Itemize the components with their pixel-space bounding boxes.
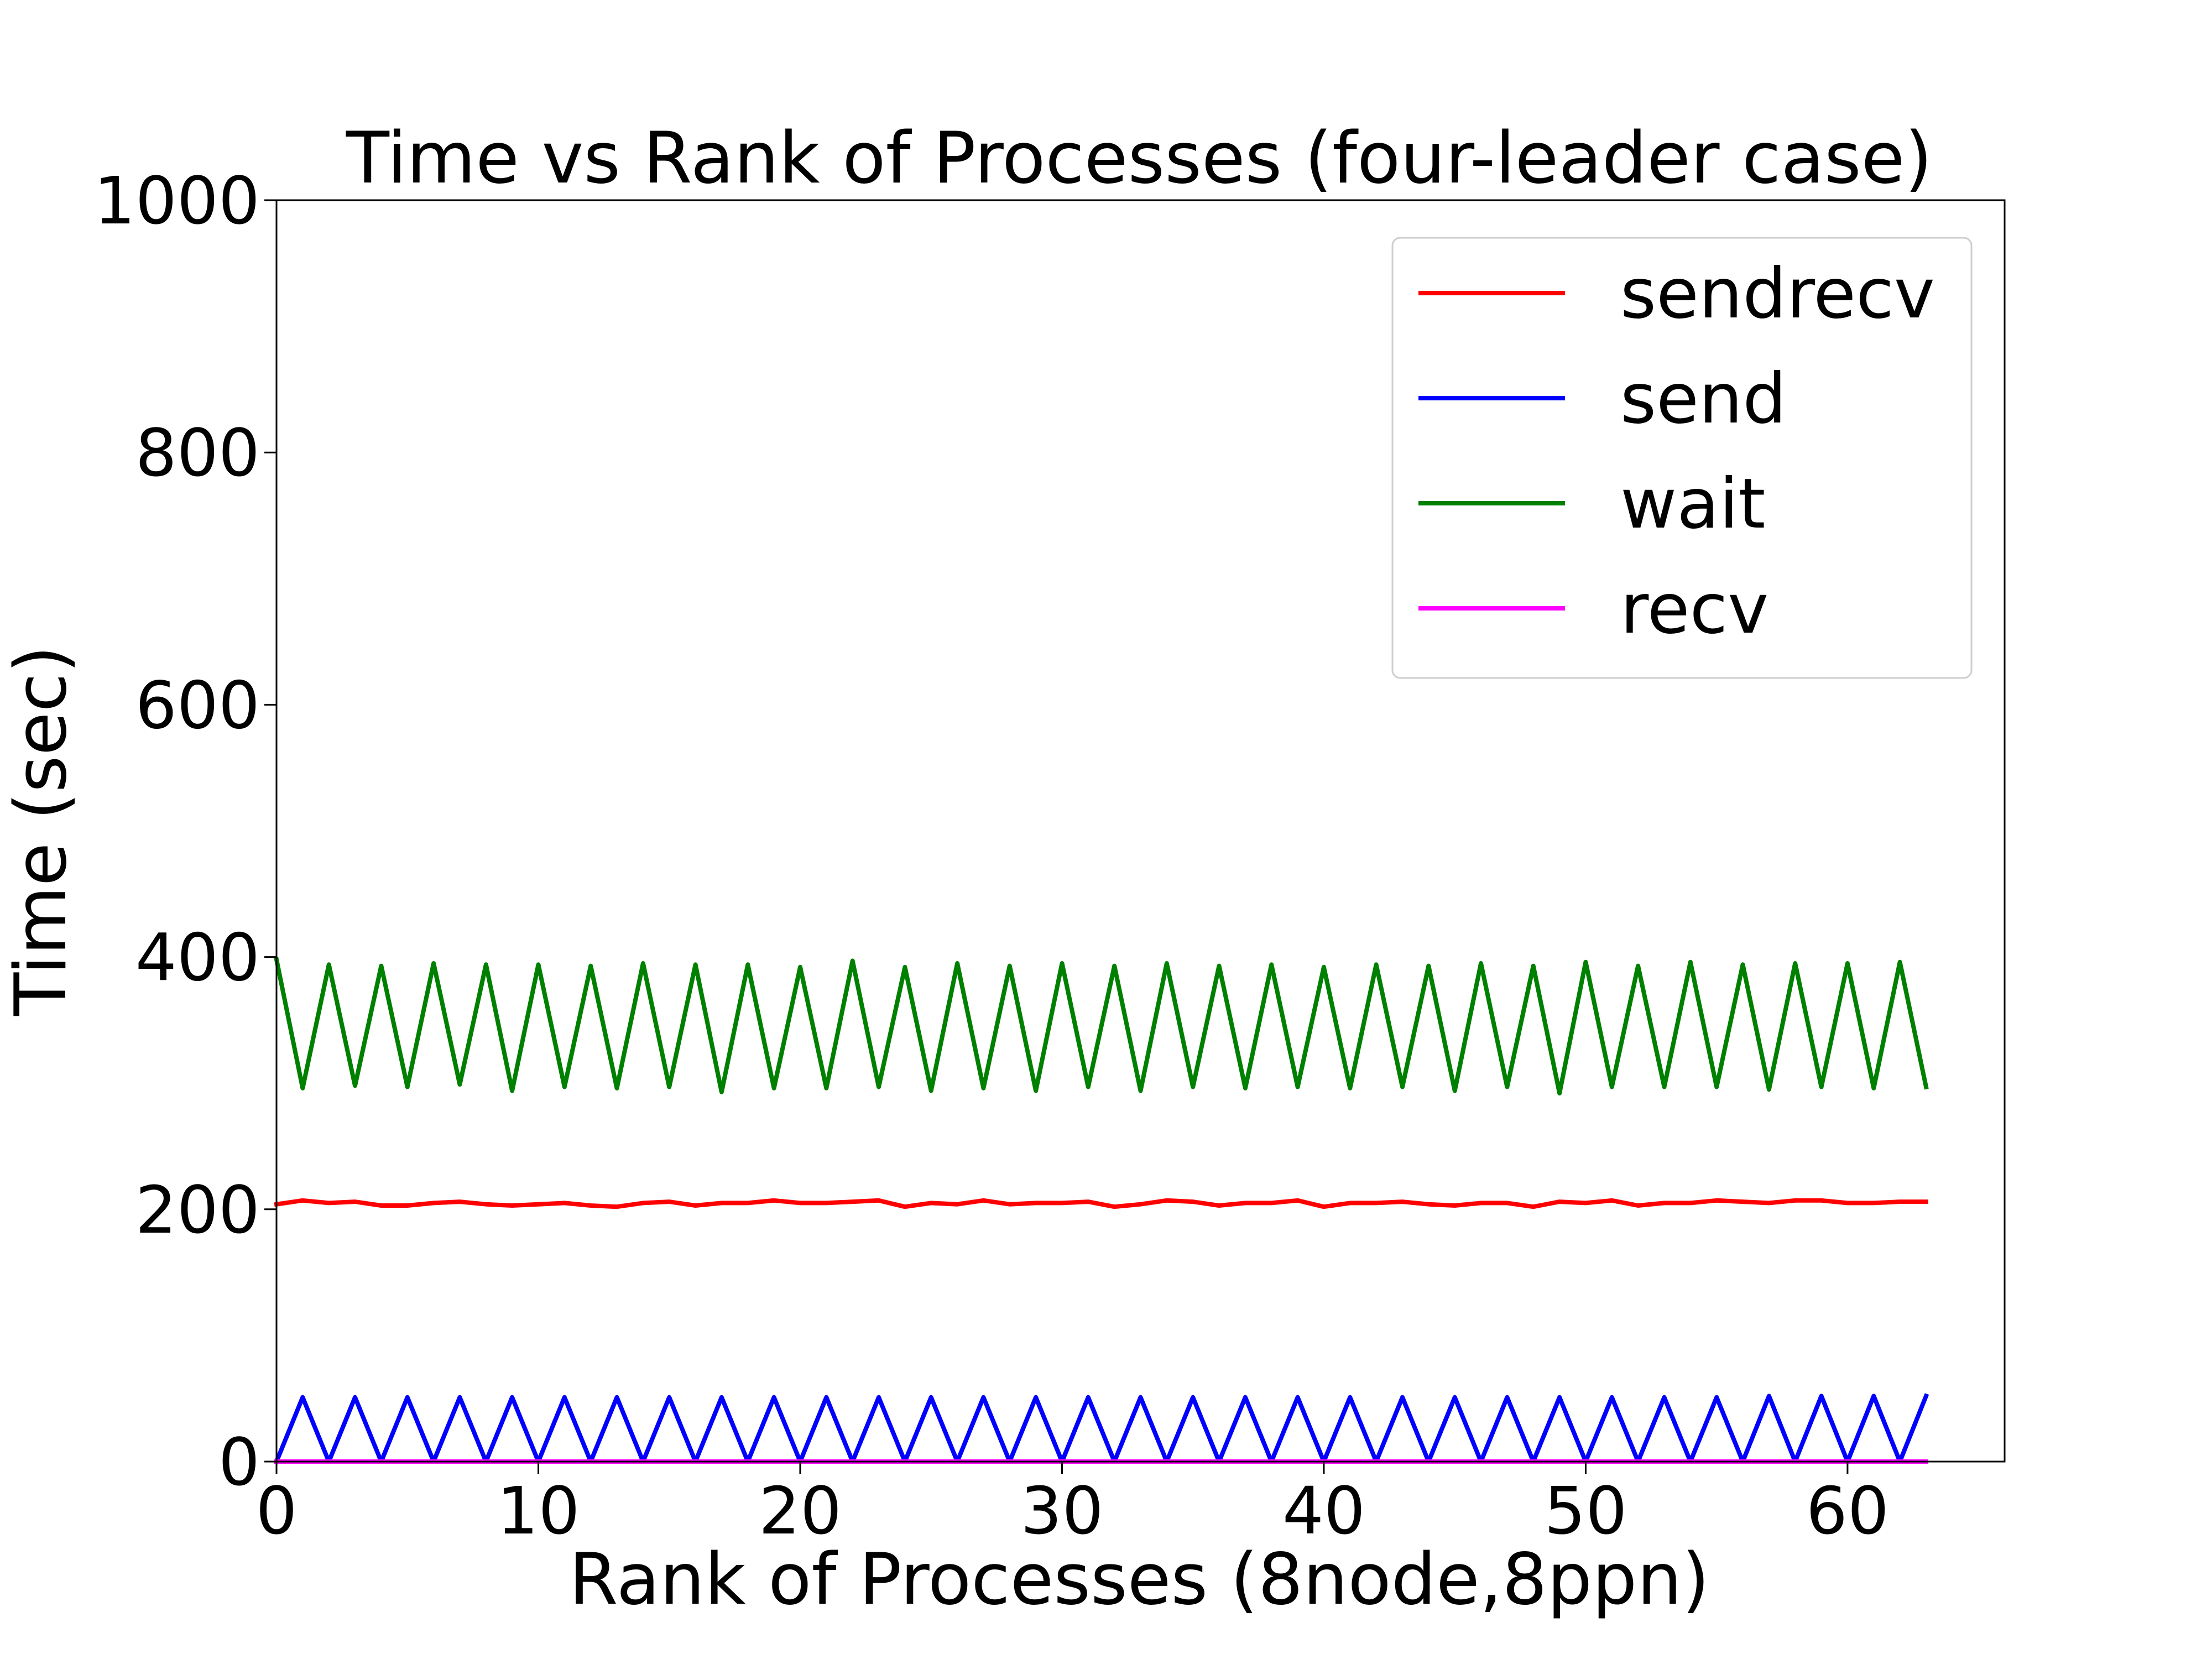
x-tick-label: 10 (497, 1473, 580, 1549)
x-tick-label: 30 (1020, 1473, 1103, 1549)
y-tick-label: 1000 (94, 163, 260, 239)
y-axis: 0 200 400 600 800 1000 (94, 163, 276, 1500)
chart-title: Time vs Rank of Processes (four-leader c… (346, 117, 1933, 200)
y-axis-label: Time (sec) (0, 645, 82, 1016)
legend-frame (1391, 237, 1973, 679)
x-tick-label: 60 (1806, 1473, 1889, 1549)
y-tick-label: 200 (135, 1172, 260, 1248)
y-tick-label: 800 (135, 415, 260, 491)
y-tick-label: 0 (218, 1424, 260, 1500)
legend-label-wait: wait (1620, 464, 1766, 544)
y-tick-label: 600 (135, 667, 260, 743)
x-tick-label: 50 (1544, 1473, 1627, 1549)
x-axis: 0 10 20 30 40 50 60 (255, 1462, 1889, 1549)
x-tick-label: 20 (759, 1473, 842, 1549)
plot-area-frame (275, 199, 2006, 1463)
y-tick-label: 400 (135, 920, 260, 996)
legend-items: sendrecv send wait recv (1418, 254, 1935, 649)
x-tick-label: 0 (255, 1473, 297, 1549)
legend-label-sendrecv: sendrecv (1620, 254, 1935, 334)
legend-label-send: send (1620, 359, 1787, 439)
series-line-send (273, 1393, 1929, 1465)
legend: sendrecv send wait recv (1391, 237, 1973, 679)
x-axis-label: Rank of Processes (8node,8ppn) (569, 1538, 1710, 1621)
x-tick-label: 40 (1282, 1473, 1365, 1549)
series-line-sendrecv (274, 1198, 1928, 1209)
legend-label-recv: recv (1620, 569, 1768, 649)
series-line-wait (274, 957, 1929, 1095)
